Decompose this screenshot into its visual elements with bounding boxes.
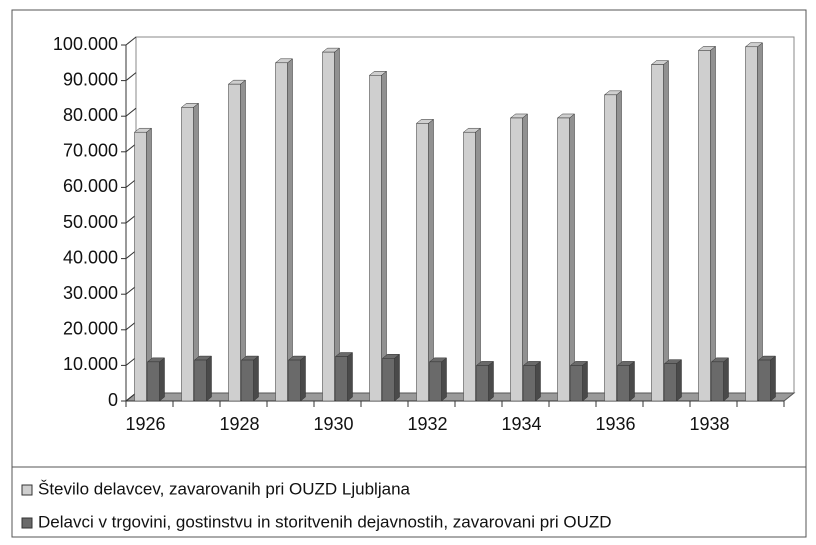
- bar: [476, 365, 489, 402]
- bar-side: [287, 58, 293, 402]
- wall-tick: [125, 36, 137, 46]
- bar-side: [569, 113, 575, 402]
- bar: [275, 62, 288, 402]
- legend-swatch: [21, 484, 33, 496]
- bar: [664, 363, 677, 402]
- y-tick-label: 20.000: [63, 319, 118, 339]
- legend-label: Število delavcev, zavarovanih pri OUZD L…: [38, 479, 411, 498]
- x-tick-label: 1936: [595, 414, 635, 434]
- bar: [134, 131, 147, 402]
- bar: [510, 117, 523, 402]
- legend-swatch: [21, 517, 33, 529]
- y-tick-label: 40.000: [63, 247, 118, 267]
- bar: [416, 123, 429, 402]
- bar-side: [240, 79, 246, 402]
- bar: [745, 46, 758, 402]
- bar: [463, 131, 476, 402]
- bar: [322, 51, 335, 402]
- bar: [604, 94, 617, 402]
- bar: [617, 365, 630, 402]
- bar-side: [710, 45, 716, 402]
- bar-side: [616, 90, 622, 402]
- legend: Število delavcev, zavarovanih pri OUZD L…: [11, 466, 807, 538]
- bar: [288, 359, 301, 402]
- bar-side: [441, 357, 447, 402]
- bar-side: [770, 355, 776, 402]
- bar-side: [676, 359, 682, 402]
- bar: [369, 75, 382, 402]
- bar-side: [159, 357, 165, 402]
- y-tick-label: 60.000: [63, 176, 118, 196]
- bar-side: [428, 118, 434, 402]
- x-tick-label: 1934: [501, 414, 541, 434]
- x-tick-label: 1928: [219, 414, 259, 434]
- bar-side: [381, 70, 387, 402]
- bar-side: [582, 360, 588, 402]
- bar: [382, 358, 395, 402]
- bar-side: [206, 355, 212, 402]
- bar: [758, 359, 771, 402]
- bar-side: [334, 47, 340, 402]
- bar-side: [535, 360, 541, 402]
- bar-side: [629, 360, 635, 402]
- bar: [147, 361, 160, 402]
- y-tick-label: 50.000: [63, 212, 118, 232]
- y-tick-label: 70.000: [63, 141, 118, 161]
- bar-side: [347, 351, 353, 402]
- wall-tick: [125, 107, 137, 117]
- bar-side: [723, 357, 729, 402]
- legend-label: Delavci v trgovini, gostinstvu in storit…: [38, 512, 612, 531]
- floor: [124, 392, 796, 402]
- bar: [429, 361, 442, 402]
- bar-side: [300, 355, 306, 402]
- bar: [194, 359, 207, 402]
- bar: [228, 83, 241, 402]
- y-tick-label: 10.000: [63, 354, 118, 374]
- x-tick-label: 1938: [689, 414, 729, 434]
- y-tick-label: 100.000: [53, 34, 118, 54]
- y-tick-label: 90.000: [63, 69, 118, 89]
- bar: [557, 117, 570, 402]
- bar: [570, 365, 583, 402]
- bar: [335, 356, 348, 402]
- x-tick-label: 1926: [125, 414, 165, 434]
- y-tick-label: 30.000: [63, 283, 118, 303]
- bar: [711, 361, 724, 402]
- bar: [698, 50, 711, 402]
- wall-tick: [125, 72, 137, 81]
- legend-box: [11, 466, 807, 538]
- bar: [181, 107, 194, 402]
- bar-side: [488, 360, 494, 402]
- y-tick-label: 0: [108, 390, 118, 410]
- bar: [241, 359, 254, 402]
- bar-side: [193, 102, 199, 402]
- bar-side: [757, 42, 763, 402]
- bar-side: [253, 355, 259, 402]
- bar: [523, 365, 536, 402]
- bar-side: [663, 60, 669, 402]
- bar-side: [475, 127, 481, 402]
- x-tick-label: 1930: [313, 414, 353, 434]
- y-tick-label: 80.000: [63, 105, 118, 125]
- bar-side: [394, 353, 400, 402]
- bar-side: [522, 113, 528, 402]
- bar: [651, 64, 664, 402]
- x-tick-label: 1932: [407, 414, 447, 434]
